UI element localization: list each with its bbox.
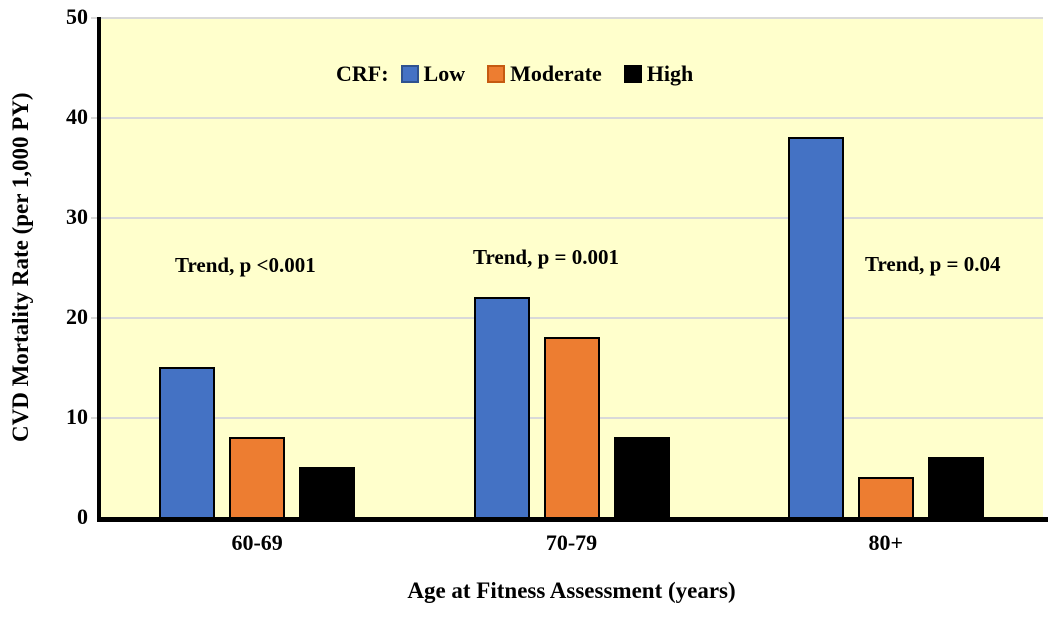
legend-swatch-moderate-icon bbox=[487, 65, 506, 83]
legend-label-moderate: Moderate bbox=[510, 61, 602, 86]
y-tick-label-30: 30 bbox=[66, 204, 88, 229]
legend-item-moderate: Moderate bbox=[487, 61, 602, 87]
y-tick-label-40: 40 bbox=[66, 104, 88, 129]
x-tick-label-70-79: 70-79 bbox=[545, 530, 598, 555]
bar-moderate-70-79 bbox=[543, 337, 600, 517]
y-axis-line bbox=[97, 17, 101, 522]
x-axis-line bbox=[97, 517, 1048, 522]
bar-low-70-79 bbox=[473, 297, 530, 517]
x-tick-label-80+: 80+ bbox=[868, 530, 904, 555]
trend-annotation-1: Trend, p <0.001 bbox=[175, 253, 316, 277]
bar-high-80+ bbox=[927, 457, 984, 517]
gridline-30 bbox=[91, 217, 1043, 219]
legend-swatch-high-icon bbox=[623, 65, 642, 83]
bar-low-80+ bbox=[787, 137, 844, 517]
gridline-50 bbox=[91, 17, 1043, 19]
y-axis-title: CVD Mortality Rate (per 1,000 PY) bbox=[8, 92, 33, 442]
plot-area: CRF: Low Moderate High Trend, p <0.001 Tren… bbox=[91, 17, 1043, 517]
bar-moderate-80+ bbox=[857, 477, 914, 517]
bar-high-70-79 bbox=[613, 437, 670, 517]
x-tick-label-60-69: 60-69 bbox=[231, 530, 283, 555]
bar-high-60-69 bbox=[299, 467, 356, 517]
y-tick-label-50: 50 bbox=[66, 4, 88, 29]
legend: CRF: Low Moderate High bbox=[336, 61, 715, 87]
trend-annotation-2: Trend, p = 0.001 bbox=[473, 245, 619, 269]
legend-swatch-low-icon bbox=[400, 65, 419, 83]
legend-label-high: High bbox=[646, 61, 694, 86]
gridline-40 bbox=[91, 117, 1043, 119]
legend-label-low: Low bbox=[423, 61, 466, 86]
x-axis-title: Age at Fitness Assessment (years) bbox=[407, 578, 736, 603]
bar-low-60-69 bbox=[159, 367, 216, 517]
legend-title: CRF: bbox=[336, 61, 389, 86]
y-tick-label-20: 20 bbox=[66, 304, 88, 329]
y-tick-label-10: 10 bbox=[66, 404, 88, 429]
y-tick-label-0: 0 bbox=[77, 504, 88, 529]
bar-moderate-60-69 bbox=[229, 437, 286, 517]
legend-item-high: High bbox=[623, 61, 694, 87]
legend-item-low: Low bbox=[400, 61, 466, 87]
gridline-20 bbox=[91, 317, 1043, 319]
trend-annotation-3: Trend, p = 0.04 bbox=[865, 252, 1001, 276]
